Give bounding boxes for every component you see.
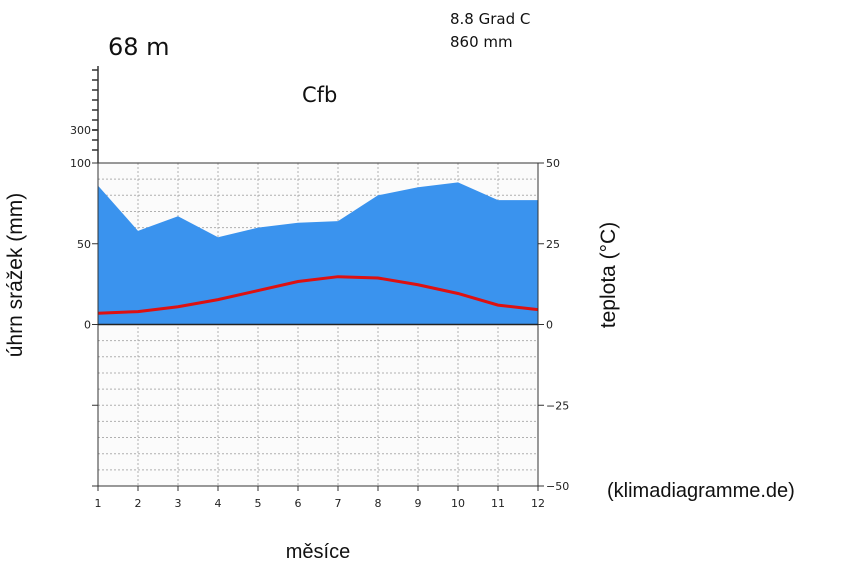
x-tick-label: 6 — [295, 497, 302, 510]
left-tick-label: 100 — [70, 157, 91, 170]
x-tick-label: 10 — [451, 497, 465, 510]
temperature-line — [97, 275, 539, 315]
right-tick-label: −50 — [546, 480, 569, 493]
x-tick-label: 12 — [531, 497, 545, 510]
elevation-label: 68 m — [108, 33, 170, 61]
source-label: (klimadiagramme.de) — [607, 480, 795, 502]
x-tick-label: 9 — [415, 497, 422, 510]
x-tick-label: 7 — [335, 497, 342, 510]
left-tick-label: 50 — [77, 238, 91, 251]
x-axis-label: měsíce — [286, 541, 350, 563]
precipitation-area — [98, 182, 538, 325]
x-tick-label: 3 — [175, 497, 182, 510]
right-tick-label: −25 — [546, 399, 569, 412]
x-tick-label: 4 — [215, 497, 222, 510]
right-tick-label: 0 — [546, 319, 553, 332]
left-tick-label: 300 — [70, 124, 91, 137]
x-tick-label: 11 — [491, 497, 505, 510]
right-tick-label: 25 — [546, 238, 560, 251]
left-tick-label: 0 — [84, 319, 91, 332]
x-tick-label: 1 — [95, 497, 102, 510]
x-tick-label: 5 — [255, 497, 262, 510]
x-tick-label: 8 — [375, 497, 382, 510]
axes — [92, 66, 544, 491]
mean-temperature-label: 8.8 Grad C — [450, 10, 530, 28]
x-tick-label: 2 — [135, 497, 142, 510]
climate-class-label: Cfb — [302, 83, 337, 107]
annual-precipitation-label: 860 mm — [450, 33, 513, 51]
right-tick-label: 50 — [546, 157, 560, 170]
y-axis-right-label: teplota (°C) — [597, 222, 620, 328]
y-axis-left-label: úhrn srážek (mm) — [4, 193, 27, 358]
